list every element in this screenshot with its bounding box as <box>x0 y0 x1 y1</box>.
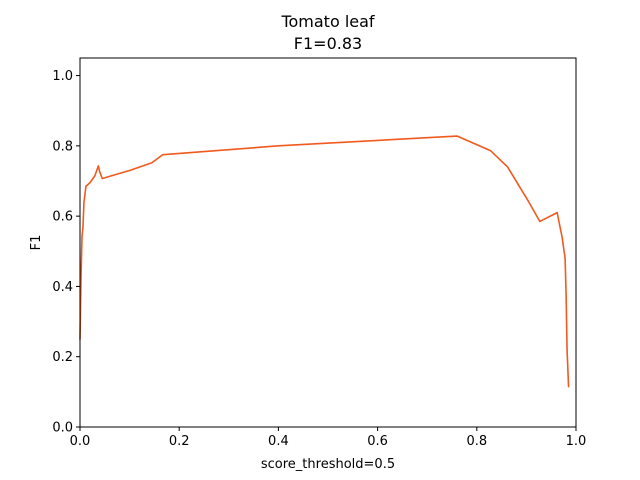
plot-area <box>79 135 570 388</box>
y-tick-label: 0.0 <box>52 421 73 436</box>
x-tick-label: 0.6 <box>367 434 388 449</box>
plot-frame <box>79 57 577 428</box>
y-tick-label: 0.6 <box>52 210 73 225</box>
y-tick-label: 0.2 <box>52 350 73 365</box>
y-tick-label: 0.4 <box>52 280 73 295</box>
y-tick-label: 0.8 <box>52 139 73 154</box>
x-tick-label: 0.0 <box>70 434 91 449</box>
y-tick-label: 1.0 <box>52 69 73 84</box>
y-axis-label: F1 <box>29 235 44 251</box>
x-tick-label: 1.0 <box>566 434 587 449</box>
chart-subtitle: F1=0.83 <box>294 34 362 53</box>
x-tick-label: 0.4 <box>268 434 289 449</box>
x-axis-label: score_threshold=0.5 <box>261 457 395 472</box>
x-tick-label: 0.8 <box>466 434 487 449</box>
f1-series-line <box>79 135 570 388</box>
chart-title: Tomato leaf <box>280 12 374 31</box>
x-tick-label: 0.2 <box>169 434 190 449</box>
